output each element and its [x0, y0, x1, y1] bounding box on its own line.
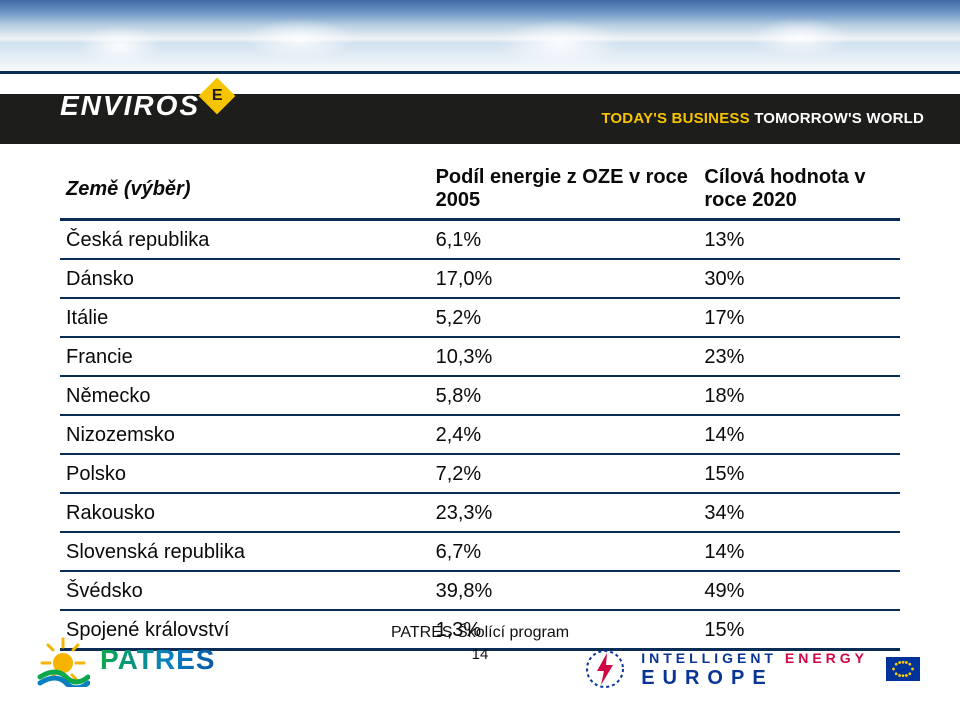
cell-country: Nizozemsko [60, 415, 430, 454]
cell-share-2005: 39,8% [430, 571, 699, 610]
cell-country: Itálie [60, 298, 430, 337]
header-bar: ENVIROS E TODAY'S BUSINESS TOMORROW'S WO… [0, 94, 960, 144]
col-header-country-italic: Země [66, 178, 124, 200]
cell-country: Česká republika [60, 220, 430, 260]
col-header-2020: Cílová hodnota v roce 2020 [698, 158, 900, 220]
cell-share-2005: 17,0% [430, 259, 699, 298]
col-header-country: Země (výběr) [60, 158, 430, 220]
eu-flag-icon [886, 657, 920, 681]
iee-line1-blue: INTELLIGENT [641, 650, 785, 666]
cell-target-2020: 18% [698, 376, 900, 415]
col-header-2005: Podíl energie z OZE v roce 2005 [430, 158, 699, 220]
table-row: Francie10,3%23% [60, 337, 900, 376]
tagline: TODAY'S BUSINESS TOMORROW'S WORLD [601, 110, 924, 127]
cell-share-2005: 7,2% [430, 454, 699, 493]
slide: ENVIROS E TODAY'S BUSINESS TOMORROW'S WO… [0, 0, 960, 711]
table-row: Slovenská republika6,7%14% [60, 532, 900, 571]
table-row: Německo5,8%18% [60, 376, 900, 415]
table-row: Dánsko17,0%30% [60, 259, 900, 298]
cell-share-2005: 6,7% [430, 532, 699, 571]
iee-line1-red: ENERGY [785, 650, 868, 666]
cell-country: Německo [60, 376, 430, 415]
cell-country: Dánsko [60, 259, 430, 298]
cell-country: Francie [60, 337, 430, 376]
cell-target-2020: 14% [698, 532, 900, 571]
lightning-icon [583, 647, 627, 691]
table-row: Itálie5,2%17% [60, 298, 900, 337]
patres-sun-icon [36, 633, 90, 687]
cell-target-2020: 30% [698, 259, 900, 298]
patres-logo-text: PATRES [100, 644, 215, 676]
cell-target-2020: 15% [698, 454, 900, 493]
cell-target-2020: 14% [698, 415, 900, 454]
cell-target-2020: 17% [698, 298, 900, 337]
intelligent-energy-logo: INTELLIGENT ENERGY EUROPE [583, 647, 920, 691]
iee-text: INTELLIGENT ENERGY EUROPE [641, 651, 868, 688]
data-table: Země (výběr) Podíl energie z OZE v roce … [60, 158, 900, 651]
cell-share-2005: 10,3% [430, 337, 699, 376]
cell-share-2005: 5,8% [430, 376, 699, 415]
table-row: Polsko7,2%15% [60, 454, 900, 493]
col-header-country-rest: (výběr) [124, 178, 191, 200]
cell-country: Rakousko [60, 493, 430, 532]
cell-share-2005: 5,2% [430, 298, 699, 337]
iee-line2: EUROPE [641, 668, 868, 688]
table-row: Česká republika6,1%13% [60, 220, 900, 260]
tagline-white: TOMORROW'S WORLD [750, 110, 924, 127]
cell-country: Polsko [60, 454, 430, 493]
enviros-logo-badge: E [199, 78, 236, 115]
table-row: Rakousko23,3%34% [60, 493, 900, 532]
enviros-logo-text: ENVIROS [60, 90, 200, 122]
cell-target-2020: 13% [698, 220, 900, 260]
table-row: Švédsko39,8%49% [60, 571, 900, 610]
cell-country: Švédsko [60, 571, 430, 610]
cell-target-2020: 23% [698, 337, 900, 376]
table-body: Česká republika6,1%13%Dánsko17,0%30%Itál… [60, 220, 900, 650]
cell-country: Slovenská republika [60, 532, 430, 571]
tagline-yellow: TODAY'S BUSINESS [601, 110, 749, 127]
enviros-logo: ENVIROS E [60, 82, 230, 130]
enviros-logo-badge-letter: E [212, 87, 223, 105]
cell-target-2020: 49% [698, 571, 900, 610]
cell-share-2005: 23,3% [430, 493, 699, 532]
table-header-row: Země (výběr) Podíl energie z OZE v roce … [60, 158, 900, 220]
table-row: Nizozemsko2,4%14% [60, 415, 900, 454]
iee-line1: INTELLIGENT ENERGY [641, 651, 868, 665]
cell-target-2020: 34% [698, 493, 900, 532]
cell-share-2005: 6,1% [430, 220, 699, 260]
cell-share-2005: 2,4% [430, 415, 699, 454]
table: Země (výběr) Podíl energie z OZE v roce … [60, 158, 900, 651]
banner-clouds [0, 0, 960, 74]
patres-logo: PATRES [36, 633, 215, 687]
